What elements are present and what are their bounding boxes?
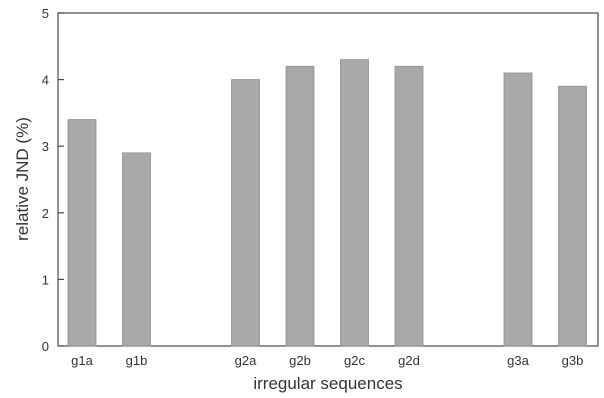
plot-frame-group	[57, 12, 599, 347]
x-tick-label-g2d: g2d	[398, 353, 420, 368]
x-tick-label-g2b: g2b	[289, 353, 311, 368]
x-axis-title: irregular sequences	[253, 374, 402, 393]
y-tick-label: 0	[42, 339, 49, 354]
y-tick-label: 2	[42, 206, 49, 221]
bar-g3a	[503, 72, 533, 347]
bar-g3b	[558, 85, 587, 347]
x-tick-label-g1a: g1a	[71, 353, 93, 368]
bar-g2a	[231, 79, 260, 347]
bar-g1a	[67, 119, 97, 347]
y-tick-label: 3	[42, 139, 49, 154]
bar-g2b	[285, 65, 315, 347]
bar-g1b	[122, 152, 151, 347]
x-tick-label-g2c: g2c	[344, 353, 365, 368]
bars	[67, 59, 587, 347]
bar-g2c	[340, 59, 369, 347]
x-tick-label-g3b: g3b	[562, 353, 584, 368]
y-tick-label: 1	[42, 272, 49, 287]
x-tick-label-g1b: g1b	[126, 353, 148, 368]
bar-g2d	[394, 65, 424, 347]
x-tick-label-g3a: g3a	[507, 353, 529, 368]
x-tick-label-g2a: g2a	[235, 353, 257, 368]
x-axis-ticks: g1a g1b g2a g2b g2c g2d g3a g3b	[71, 353, 583, 368]
y-axis-ticks: 0 1 2 3 4 5	[42, 6, 64, 354]
y-axis-title: relative JND (%)	[13, 117, 32, 241]
y-tick-label: 4	[42, 73, 49, 88]
y-tick-label: 5	[42, 6, 49, 21]
plot-frame	[57, 12, 599, 347]
